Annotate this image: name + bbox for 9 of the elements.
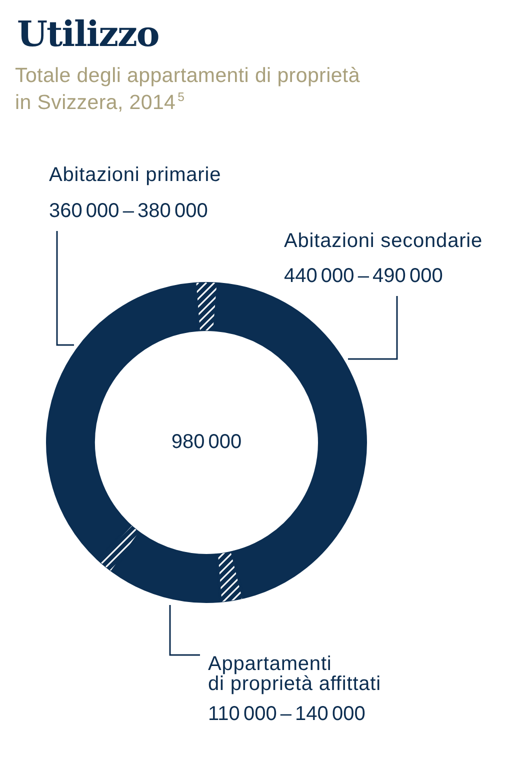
data-label: 440 000 – 490 000 <box>284 264 443 288</box>
text: 980 000 <box>170 430 243 454</box>
chart-subtitle: Totale degli appartamenti di proprietà in Svizzera, 2014$^{5}$ <box>15 63 361 116</box>
data-label: 110 000 – 140 000 <box>208 702 366 726</box>
slice-label: Abitazioni primarie <box>49 163 222 187</box>
slice-label: Abitazioni secondarie <box>284 229 483 253</box>
slice-label: Appartamenti di proprietà affittati <box>208 653 381 695</box>
data-label: 360 000 – 380 000 <box>49 199 208 223</box>
chart-title: Utilizzo <box>17 14 159 55</box>
